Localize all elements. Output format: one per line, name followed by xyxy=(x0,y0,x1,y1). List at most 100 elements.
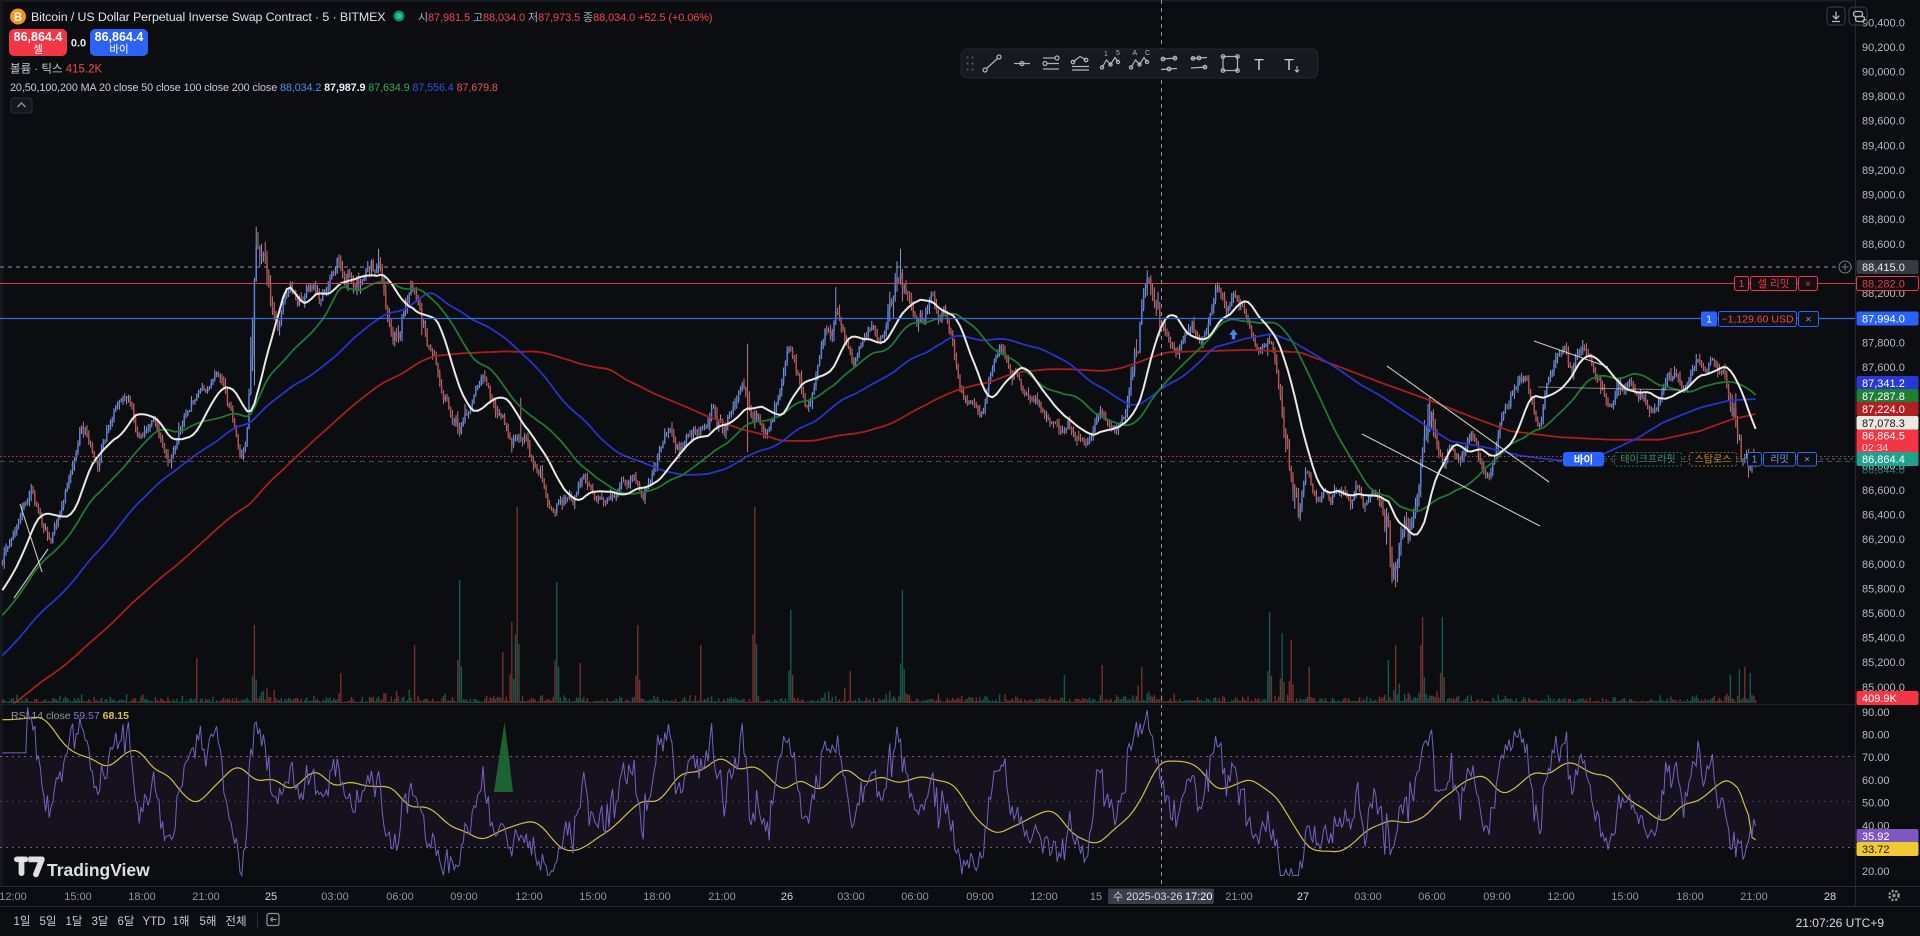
svg-text:87,600.0: 87,600.0 xyxy=(1862,362,1905,374)
svg-text:90,200.0: 90,200.0 xyxy=(1862,42,1905,54)
svg-text:86,844.0: 86,844.0 xyxy=(1862,465,1905,477)
svg-text:18:00: 18:00 xyxy=(643,891,671,903)
svg-text:12:00: 12:00 xyxy=(1030,891,1058,903)
svg-text:85,200.0: 85,200.0 xyxy=(1862,657,1905,669)
svg-text:89,400.0: 89,400.0 xyxy=(1862,140,1905,152)
svg-text:×: × xyxy=(1805,314,1811,326)
svg-text:35.92: 35.92 xyxy=(1862,831,1890,843)
svg-text:1: 1 xyxy=(1706,314,1712,326)
svg-text:89,800.0: 89,800.0 xyxy=(1862,91,1905,103)
svg-text:87,287.8: 87,287.8 xyxy=(1862,391,1905,403)
svg-text:86,864.5: 86,864.5 xyxy=(1862,431,1905,443)
svg-text:09:00: 09:00 xyxy=(1483,891,1511,903)
svg-text:25: 25 xyxy=(265,891,277,903)
svg-text:A: A xyxy=(1133,50,1138,57)
svg-text:26: 26 xyxy=(781,891,793,903)
svg-text:86,600.0: 86,600.0 xyxy=(1862,485,1905,497)
svg-text:28: 28 xyxy=(1824,891,1836,903)
svg-text:0.0: 0.0 xyxy=(71,38,86,50)
svg-text:수 2025-03-26: 수 2025-03-26 xyxy=(1113,890,1182,903)
svg-text:T: T xyxy=(1254,57,1264,74)
svg-text:86,400.0: 86,400.0 xyxy=(1862,510,1905,522)
svg-text:3달: 3달 xyxy=(92,914,109,928)
svg-text:×: × xyxy=(1805,278,1811,290)
svg-text:03:00: 03:00 xyxy=(837,891,865,903)
svg-text:1: 1 xyxy=(1739,278,1745,290)
svg-text:18:00: 18:00 xyxy=(1676,891,1704,903)
svg-text:5일: 5일 xyxy=(40,914,57,928)
svg-text:90,400.0: 90,400.0 xyxy=(1862,17,1905,29)
svg-text:20.00: 20.00 xyxy=(1862,866,1890,878)
svg-text:86,000.0: 86,000.0 xyxy=(1862,559,1905,571)
svg-text:T: T xyxy=(1284,57,1294,74)
svg-text:87,341.2: 87,341.2 xyxy=(1862,378,1905,390)
svg-text:YTD: YTD xyxy=(143,916,166,928)
svg-text:88,415.0: 88,415.0 xyxy=(1862,262,1905,274)
svg-text:21:00: 21:00 xyxy=(1225,891,1253,903)
svg-text:06:00: 06:00 xyxy=(386,891,414,903)
svg-text:87,078.3: 87,078.3 xyxy=(1862,418,1905,430)
svg-text:5: 5 xyxy=(1116,50,1120,57)
svg-text:87,994.0: 87,994.0 xyxy=(1862,313,1905,325)
svg-text:60.00: 60.00 xyxy=(1862,775,1890,787)
svg-text:×: × xyxy=(1804,455,1810,466)
svg-text:21:00: 21:00 xyxy=(1740,891,1768,903)
svg-text:바이: 바이 xyxy=(109,44,128,56)
svg-text:89,000.0: 89,000.0 xyxy=(1862,190,1905,202)
svg-text:21:00: 21:00 xyxy=(192,891,220,903)
svg-text:1일: 1일 xyxy=(14,914,31,928)
svg-text:1: 1 xyxy=(1752,455,1758,466)
svg-text:21:07:26 UTC+9: 21:07:26 UTC+9 xyxy=(1796,916,1885,930)
svg-text:15:00: 15:00 xyxy=(64,891,92,903)
svg-text:1달: 1달 xyxy=(66,914,83,928)
svg-text:전체: 전체 xyxy=(225,915,246,928)
svg-text:12:00: 12:00 xyxy=(0,891,27,903)
svg-text:B: B xyxy=(14,12,22,24)
svg-text:88,282.0: 88,282.0 xyxy=(1862,278,1905,290)
svg-text:85,400.0: 85,400.0 xyxy=(1862,633,1905,645)
svg-text:409.9K: 409.9K xyxy=(1862,693,1898,705)
svg-text:시87,981.5 고88,034.0 저87,973.5: 시87,981.5 고88,034.0 저87,973.5 종88,034.0 … xyxy=(418,11,712,24)
svg-text:20,50,100,200 MA 20 close 50 c: 20,50,100,200 MA 20 close 50 close 100 c… xyxy=(10,82,498,94)
svg-text:1: 1 xyxy=(1104,51,1108,58)
svg-text:18:00: 18:00 xyxy=(128,891,156,903)
svg-text:88,600.0: 88,600.0 xyxy=(1862,239,1905,251)
svg-text:C: C xyxy=(1145,50,1150,57)
svg-text:셀: 셀 xyxy=(33,44,43,56)
svg-text:88,800.0: 88,800.0 xyxy=(1862,214,1905,226)
svg-text:86,864.4: 86,864.4 xyxy=(1862,454,1905,466)
svg-text:87,800.0: 87,800.0 xyxy=(1862,337,1905,349)
svg-text:70.00: 70.00 xyxy=(1862,752,1890,764)
svg-text:86,864.4: 86,864.4 xyxy=(95,30,144,44)
svg-text:15: 15 xyxy=(1090,891,1102,903)
svg-text:85,800.0: 85,800.0 xyxy=(1862,583,1905,595)
svg-text:86,864.4: 86,864.4 xyxy=(14,30,63,44)
svg-text:15:00: 15:00 xyxy=(579,891,607,903)
svg-text:09:00: 09:00 xyxy=(966,891,994,903)
svg-text:89,200.0: 89,200.0 xyxy=(1862,165,1905,177)
svg-text:85,000.0: 85,000.0 xyxy=(1862,682,1905,694)
svg-text:리밋: 리밋 xyxy=(1770,454,1788,466)
svg-text:86,200.0: 86,200.0 xyxy=(1862,534,1905,546)
svg-text:셀 리밋: 셀 리밋 xyxy=(1758,278,1790,290)
svg-text:90,000.0: 90,000.0 xyxy=(1862,67,1905,79)
svg-text:스탑로스: 스탑로스 xyxy=(1695,454,1732,466)
svg-text:80.00: 80.00 xyxy=(1862,730,1890,742)
svg-text:6달: 6달 xyxy=(118,914,135,928)
svg-text:RSI 14 close 59.57 68.15: RSI 14 close 59.57 68.15 xyxy=(11,710,129,722)
svg-text:볼륨 · 틱스 415.2K: 볼륨 · 틱스 415.2K xyxy=(10,63,103,76)
svg-text:17:20: 17:20 xyxy=(1185,891,1213,903)
svg-text:27: 27 xyxy=(1297,891,1309,903)
svg-text:03:00: 03:00 xyxy=(321,891,349,903)
svg-text:06:00: 06:00 xyxy=(1418,891,1446,903)
svg-text:02:34: 02:34 xyxy=(1862,442,1888,454)
svg-text:90.00: 90.00 xyxy=(1862,707,1890,719)
svg-text:1해: 1해 xyxy=(173,915,190,928)
svg-text:12:00: 12:00 xyxy=(1547,891,1575,903)
svg-text:85,600.0: 85,600.0 xyxy=(1862,608,1905,620)
svg-text:Bitcoin / US Dollar Perpetual: Bitcoin / US Dollar Perpetual Inverse Sw… xyxy=(31,10,385,24)
svg-text:테이크프라핏: 테이크프라핏 xyxy=(1620,454,1675,466)
svg-text:21:00: 21:00 xyxy=(708,891,736,903)
svg-text:12:00: 12:00 xyxy=(515,891,543,903)
svg-text:TradingView: TradingView xyxy=(47,860,150,880)
